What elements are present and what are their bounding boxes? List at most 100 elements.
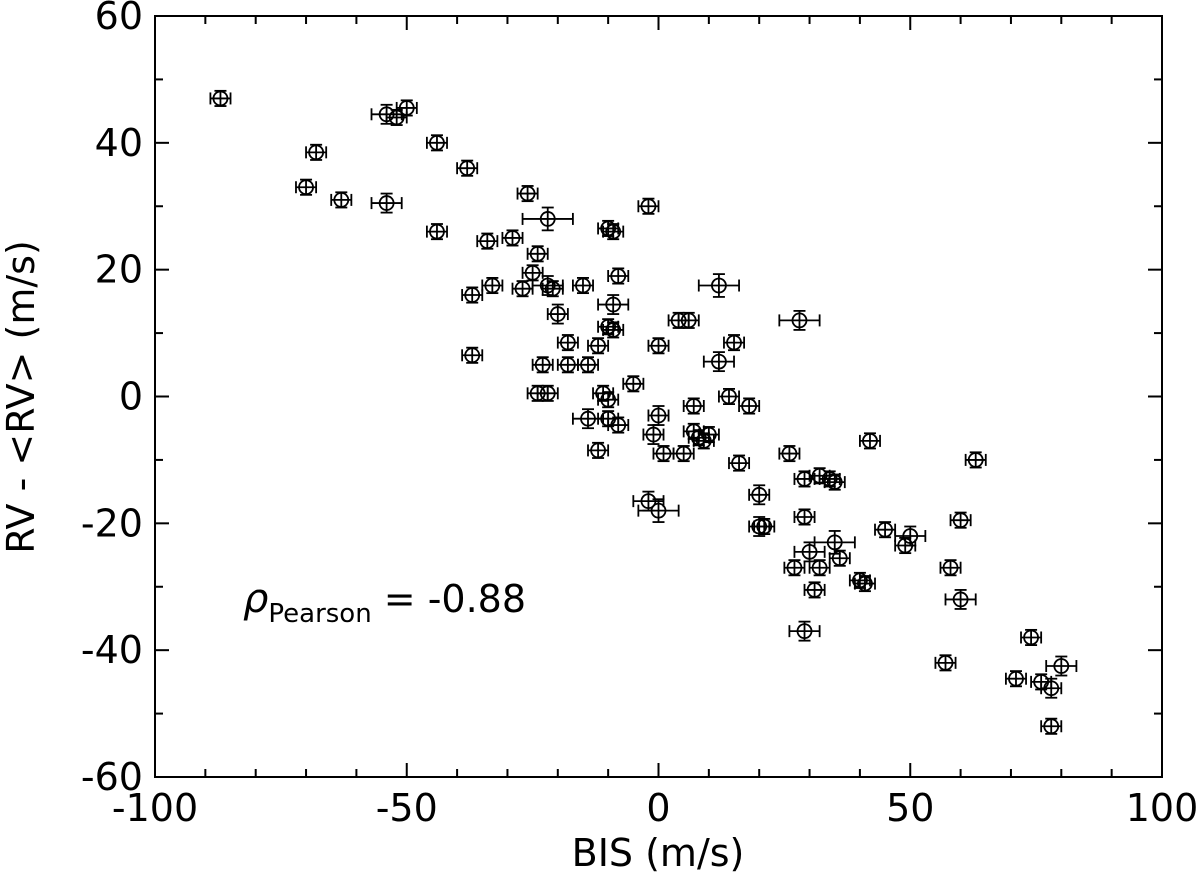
data-point (728, 454, 751, 472)
point-marker (1023, 629, 1039, 646)
point-marker (605, 223, 622, 240)
data-point (577, 356, 599, 374)
point-marker (519, 185, 536, 202)
point-marker (796, 471, 813, 487)
point-marker (801, 543, 818, 560)
data-point (793, 508, 816, 526)
data-point (823, 473, 846, 491)
data-point (597, 391, 620, 409)
point-marker (212, 90, 229, 107)
data-point (456, 159, 479, 177)
data-point (461, 286, 484, 304)
data-point (808, 559, 831, 577)
point-marker (580, 356, 596, 373)
point-marker (600, 391, 617, 408)
point-marker (484, 277, 501, 294)
y-tick-label: 20 (95, 248, 143, 292)
data-point (944, 589, 977, 610)
data-point (1040, 677, 1063, 699)
data-point (642, 424, 665, 445)
data-point (964, 451, 987, 469)
data-point (521, 264, 544, 282)
data-point (753, 517, 776, 536)
point-marker (1053, 658, 1070, 674)
y-tick-label: 0 (119, 375, 143, 419)
point-marker (1008, 670, 1024, 687)
point-marker (464, 347, 481, 364)
data-point (647, 337, 670, 355)
point-marker (711, 353, 727, 370)
data-point (425, 223, 448, 241)
data-point (395, 99, 418, 117)
data-point (949, 511, 972, 529)
x-axis-label: BIS (m/s) (572, 831, 745, 875)
data-point (511, 280, 534, 298)
data-point (738, 397, 761, 415)
data-point (541, 280, 564, 298)
point-marker (333, 192, 350, 208)
point-marker (741, 398, 758, 414)
point-marker (731, 455, 747, 471)
y-tick-label: 40 (95, 121, 143, 165)
x-tick-label: 50 (886, 786, 934, 830)
data-point (1040, 717, 1063, 735)
data-point (853, 575, 876, 593)
point-marker (826, 474, 843, 491)
data-point (602, 223, 625, 241)
data-point (647, 405, 670, 426)
point-marker (504, 230, 521, 246)
data-point (209, 89, 232, 107)
data-point (652, 445, 675, 463)
point-marker (806, 582, 823, 598)
point-marker (559, 356, 576, 373)
point-marker (429, 134, 445, 151)
data-point (874, 521, 897, 539)
data-point (682, 397, 705, 415)
x-tick-label: 100 (1126, 786, 1199, 830)
data-point (597, 294, 630, 315)
data-point (1005, 670, 1027, 688)
data-point (546, 303, 569, 325)
point-marker (479, 233, 496, 250)
point-marker (645, 426, 662, 443)
point-marker (534, 356, 551, 373)
point-marker (459, 160, 476, 177)
point-marker (575, 277, 591, 294)
data-point (516, 185, 539, 203)
point-marker (605, 322, 622, 338)
tick-labels: -100 -50 0 50 100 -60 -40 -20 0 20 40 60 (81, 0, 1198, 830)
point-marker (781, 445, 798, 462)
data-point (330, 191, 353, 209)
point-marker (429, 223, 445, 240)
point-marker (464, 287, 481, 303)
data-point (793, 541, 826, 563)
point-marker (711, 277, 727, 294)
y-tick-label: 60 (95, 0, 143, 38)
data-point (702, 351, 735, 373)
point-marker (791, 312, 808, 329)
data-point (476, 232, 499, 250)
y-tick-label: -40 (81, 628, 143, 672)
point-marker (539, 211, 556, 227)
data-point (587, 337, 610, 355)
data-point (461, 346, 484, 364)
point-marker (590, 442, 606, 459)
data-point (607, 416, 630, 434)
data-point (748, 484, 771, 506)
data-point (526, 245, 549, 263)
point-marker (796, 623, 813, 640)
point-marker (539, 385, 556, 402)
point-marker (826, 534, 843, 551)
point-marker (650, 502, 667, 519)
data-point (677, 311, 700, 329)
data-point (556, 334, 579, 352)
point-marker (756, 518, 773, 535)
point-marker (942, 559, 959, 576)
point-marker (902, 528, 919, 544)
data-point (305, 143, 328, 161)
point-marker (610, 268, 627, 284)
point-marker (590, 337, 606, 354)
data-point (859, 432, 881, 450)
point-marker (650, 337, 667, 354)
